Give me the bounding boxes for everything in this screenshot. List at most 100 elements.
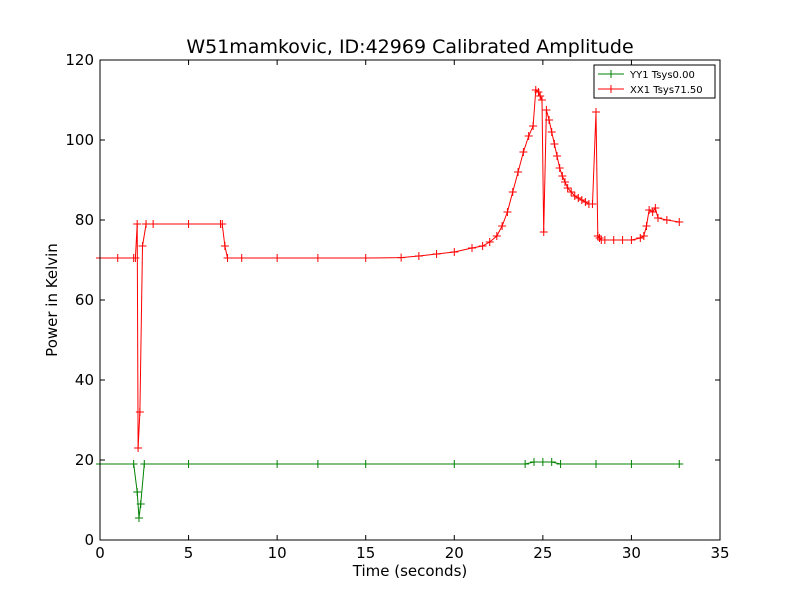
data-point-marker <box>478 242 487 250</box>
data-point-marker <box>273 460 282 468</box>
data-point-marker <box>113 254 122 262</box>
data-point-marker <box>313 254 322 262</box>
x-tick-label: 30 <box>622 544 641 562</box>
data-point-marker <box>563 184 572 192</box>
x-tick-label: 20 <box>445 544 464 562</box>
data-point-marker <box>556 460 565 468</box>
y-tick-label: 20 <box>75 451 94 469</box>
data-point-marker <box>609 236 618 244</box>
legend-box <box>593 64 716 99</box>
data-point-marker <box>142 220 151 228</box>
legend-marker <box>607 85 615 93</box>
x-tick-label: 35 <box>710 544 729 562</box>
data-point-marker <box>545 116 554 124</box>
data-point-marker <box>450 460 459 468</box>
legend-label: XX1 Tsys71.50 <box>630 85 703 96</box>
x-axis-title: Time (seconds) <box>352 562 468 580</box>
data-point-marker <box>561 178 569 186</box>
data-point-marker <box>675 218 684 226</box>
data-point-marker <box>592 460 600 468</box>
data-point-marker <box>553 152 562 160</box>
data-point-marker <box>627 460 636 468</box>
data-point-marker <box>184 460 193 468</box>
data-point-marker <box>547 458 556 466</box>
data-point-marker <box>149 220 158 228</box>
data-point-marker <box>485 238 494 246</box>
legend: YY1 Tsys0.00 XX1 Tsys71.50 <box>593 64 716 99</box>
data-point-marker <box>595 234 604 242</box>
data-point-marker <box>503 208 512 216</box>
data-point-marker <box>220 242 229 250</box>
data-point-marker <box>223 254 232 262</box>
y-tick-label: 40 <box>75 371 94 389</box>
ticks-layer: 0 5 10 15 20 25 30 35 0 20 40 60 80 100 120 <box>65 51 729 562</box>
data-point-marker <box>567 188 576 196</box>
y-tick-label: 120 <box>65 51 94 69</box>
data-point-marker <box>555 164 564 172</box>
data-point-marker <box>514 168 523 176</box>
data-point-marker <box>539 228 548 236</box>
data-point-marker <box>450 248 459 256</box>
data-point-marker <box>519 148 528 156</box>
data-point-marker <box>577 196 586 204</box>
data-point-marker <box>542 106 551 114</box>
data-point-marker <box>581 198 590 206</box>
data-point-marker <box>140 460 149 468</box>
data-point-marker <box>414 252 423 260</box>
y-tick-label: 60 <box>75 291 94 309</box>
data-point-marker <box>536 92 545 100</box>
data-point-marker <box>593 232 602 240</box>
data-point-marker <box>361 460 370 468</box>
data-point-marker <box>537 96 546 104</box>
data-point-marker <box>432 250 441 258</box>
x-tick-label: 5 <box>184 544 194 562</box>
series-xx1 <box>96 86 684 452</box>
data-point-marker <box>645 206 654 214</box>
data-point-marker <box>134 444 143 452</box>
data-point-marker <box>654 214 662 222</box>
data-point-marker <box>184 220 193 228</box>
data-point-marker <box>135 408 144 416</box>
data-point-marker <box>588 200 597 208</box>
data-point-marker <box>136 500 145 508</box>
data-point-marker <box>574 194 583 202</box>
data-point-marker <box>313 460 322 468</box>
data-point-marker <box>361 254 370 262</box>
data-point-marker <box>662 216 671 224</box>
x-tick-label: 0 <box>95 544 105 562</box>
data-point-marker <box>138 242 147 250</box>
x-tick-label: 25 <box>533 544 552 562</box>
data-point-marker <box>397 253 406 262</box>
data-point-marker <box>134 514 143 522</box>
y-tick-label: 80 <box>75 211 94 229</box>
data-point-marker <box>558 172 567 180</box>
data-point-marker <box>129 460 138 468</box>
data-point-marker <box>570 192 579 200</box>
legend-marker <box>607 70 615 78</box>
data-point-marker <box>627 236 636 244</box>
data-point-marker <box>538 458 547 466</box>
legend-label: YY1 Tsys0.00 <box>629 70 695 81</box>
data-point-marker <box>550 140 559 148</box>
x-tick-label: 10 <box>268 544 287 562</box>
y-tick-label: 100 <box>65 131 94 149</box>
data-point-marker <box>636 234 645 242</box>
series-layer <box>96 86 684 522</box>
data-point-marker <box>131 254 140 262</box>
data-point-marker <box>498 222 507 230</box>
data-point-marker <box>534 88 543 96</box>
data-point-marker <box>618 236 627 244</box>
data-point-marker <box>642 222 651 230</box>
data-point-marker <box>530 458 538 466</box>
data-point-marker <box>651 204 660 212</box>
data-point-marker <box>492 232 501 240</box>
data-point-marker <box>547 128 556 136</box>
y-tick-label: 0 <box>84 531 94 549</box>
data-point-marker <box>133 220 142 228</box>
x-tick-label: 15 <box>356 544 375 562</box>
data-point-marker <box>133 488 142 496</box>
data-point-marker <box>524 132 533 140</box>
data-point-marker <box>218 220 227 228</box>
